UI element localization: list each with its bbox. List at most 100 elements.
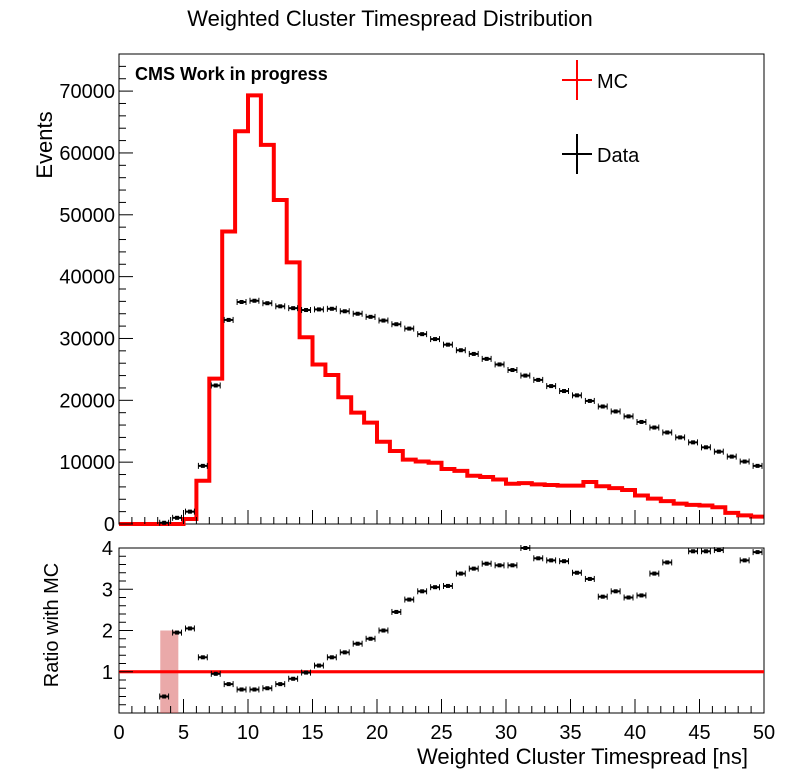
ratio-point	[458, 571, 463, 576]
ratio-point	[665, 560, 670, 565]
ratio-point	[187, 626, 192, 631]
data-point	[562, 389, 567, 394]
x-tick-label: 50	[753, 722, 775, 744]
ratio-point	[175, 630, 180, 635]
ratio-point	[742, 558, 747, 563]
data-point	[252, 298, 257, 303]
ratio-point	[162, 694, 167, 699]
ratio-plot-frame	[118, 547, 765, 714]
data-point	[394, 322, 399, 327]
ratio-point	[536, 556, 541, 561]
legend-mc-label: MC	[597, 71, 628, 93]
data-point	[536, 377, 541, 382]
data-point	[278, 304, 283, 309]
data-point	[729, 454, 734, 459]
ratio-plot-series	[159, 545, 763, 700]
ratio-point	[562, 559, 567, 564]
ratio-point	[239, 687, 244, 692]
data-point	[187, 509, 192, 514]
data-point	[420, 332, 425, 337]
mc-histogram-line	[119, 93, 764, 526]
y-tick-label: 50000	[59, 205, 115, 227]
data-point	[213, 383, 218, 388]
data-point	[510, 368, 515, 373]
ratio-point	[471, 566, 476, 571]
data-point	[497, 362, 502, 367]
ratio-point	[510, 563, 515, 568]
data-point	[304, 308, 309, 313]
ratio-y-axis: 1 2 3 4	[102, 538, 133, 706]
data-point	[265, 301, 270, 306]
data-point	[381, 318, 386, 323]
ratio-uncertainty-band	[119, 630, 764, 713]
y-tick-label: 40000	[59, 267, 115, 289]
data-point	[484, 356, 489, 361]
x-tick-label: 45	[688, 722, 710, 744]
ratio-y-axis-label: Ratio with MC	[41, 563, 63, 687]
ratio-y-tick-label: 1	[102, 662, 113, 684]
data-point	[200, 463, 205, 468]
data-point	[329, 306, 334, 311]
ratio-point	[394, 609, 399, 614]
data-point	[716, 449, 721, 454]
data-point	[433, 337, 438, 342]
y-axis-label: Events	[32, 111, 57, 178]
ratio-point	[523, 546, 528, 550]
main-y-axis: 0 10000 20000 30000 40000 50000 60000 70000	[59, 65, 133, 536]
ratio-x-axis: 0 5 10 15 20 25 30 35 40 45 50	[113, 699, 775, 744]
ratio-point	[329, 655, 334, 660]
y-tick-label: 10000	[59, 452, 115, 474]
x-tick-label: 5	[178, 722, 189, 744]
data-point	[355, 311, 360, 316]
main-plot-frame	[118, 53, 765, 525]
ratio-point	[316, 663, 321, 668]
data-point	[613, 409, 618, 414]
data-point	[678, 435, 683, 440]
data-point	[652, 425, 657, 430]
ratio-point	[265, 686, 270, 691]
data-point	[600, 404, 605, 409]
data-point	[407, 326, 412, 331]
data-point	[639, 419, 644, 424]
x-tick-label: 25	[430, 722, 452, 744]
main-x-axis-ticks	[118, 510, 765, 524]
legend-data-label: Data	[597, 145, 640, 167]
chart-title: Weighted Cluster Timespread Distribution	[187, 6, 593, 31]
data-point	[549, 384, 554, 389]
data-point	[626, 414, 631, 419]
ratio-point	[445, 583, 450, 588]
data-point	[175, 515, 180, 520]
x-axis-label: Weighted Cluster Timespread [ns]	[417, 744, 748, 769]
ratio-point	[368, 636, 373, 641]
ratio-y-tick-label: 4	[102, 538, 113, 560]
data-point	[342, 309, 347, 314]
data-point	[239, 299, 244, 304]
x-tick-label: 35	[559, 722, 581, 744]
legend-item-mc: MC	[562, 60, 628, 100]
legend: MC Data	[562, 60, 640, 174]
ratio-point	[381, 628, 386, 633]
data-point	[691, 440, 696, 445]
ratio-point	[433, 585, 438, 590]
ratio-point	[342, 650, 347, 655]
ratio-point	[484, 561, 489, 566]
ratio-point	[420, 589, 425, 594]
y-tick-label: 20000	[59, 390, 115, 412]
ratio-point	[200, 655, 205, 660]
cms-annotation: CMS Work in progress	[135, 64, 328, 84]
ratio-point	[639, 593, 644, 598]
data-point	[458, 348, 463, 353]
ratio-point	[226, 682, 231, 687]
x-tick-label: 20	[366, 722, 388, 744]
ratio-point	[703, 549, 708, 554]
ratio-point	[213, 671, 218, 676]
x-tick-label: 30	[495, 722, 517, 744]
main-plot: 0 10000 20000 30000 40000 50000 60000 70000 CMS…	[32, 53, 765, 536]
data-point	[742, 459, 747, 464]
ratio-point	[600, 594, 605, 599]
ratio-point	[755, 550, 760, 555]
ratio-point	[549, 558, 554, 563]
data-point	[226, 317, 231, 322]
ratio-point	[652, 571, 657, 576]
